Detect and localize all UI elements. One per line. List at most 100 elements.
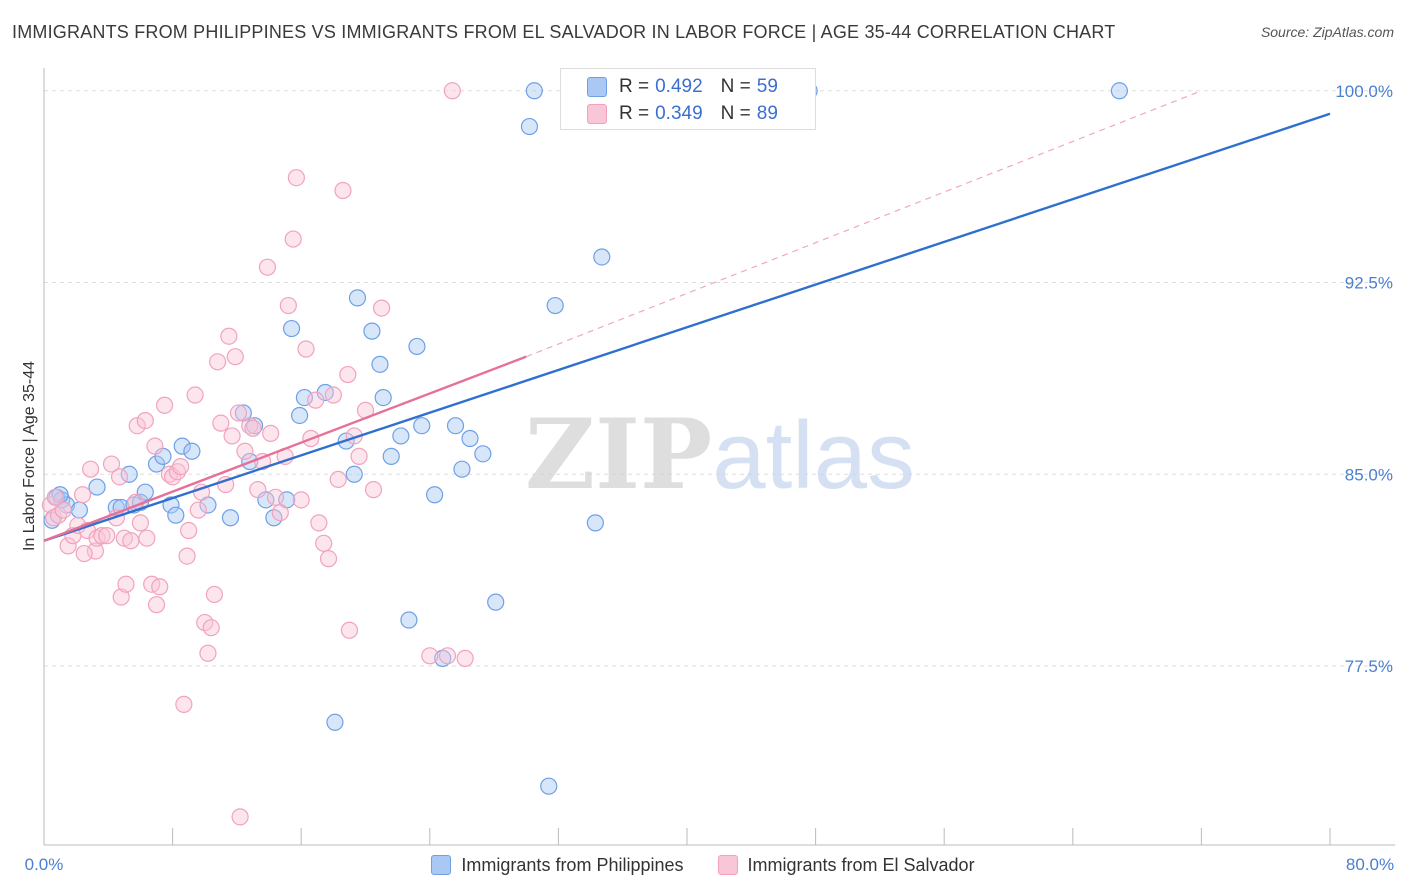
el-salvador-point xyxy=(443,82,461,100)
legend-item-el-salvador[interactable]: Immigrants from El Salvador xyxy=(717,855,975,876)
philippines-point xyxy=(282,319,301,338)
n-value: 89 xyxy=(756,103,778,124)
el-salvador-point xyxy=(180,521,198,540)
philippines-point xyxy=(348,289,367,307)
el-salvador-point xyxy=(131,514,150,532)
el-salvador-point xyxy=(292,491,310,509)
legend-item-philippines[interactable]: Immigrants from Philippines xyxy=(431,854,684,876)
n-value: 59 xyxy=(756,76,778,97)
philippines-point xyxy=(382,447,400,465)
watermark: ZIPatlas xyxy=(525,398,915,511)
el-salvador-point xyxy=(205,585,223,604)
chart-title: IMMIGRANTS FROM PHILIPPINES VS IMMIGRANT… xyxy=(12,22,1116,42)
el-salvador-point xyxy=(46,488,64,506)
philippines-point xyxy=(326,713,344,731)
el-salvador-point xyxy=(202,619,220,637)
x-tick-label-min: 0.0% xyxy=(25,855,64,874)
el-salvador-point xyxy=(98,527,116,545)
el-salvador-point xyxy=(271,504,289,522)
philippines-point xyxy=(426,486,444,504)
el-salvador-point xyxy=(110,468,129,486)
el-salvador-point xyxy=(75,544,93,563)
y-tick-label: 100.0% xyxy=(1335,82,1393,101)
el-salvador-point xyxy=(122,532,140,550)
swatch-philippines xyxy=(587,77,607,97)
el-salvador-point xyxy=(315,534,333,552)
philippines-point xyxy=(120,465,138,483)
el-salvador-point xyxy=(136,411,154,430)
el-salvador-point xyxy=(297,340,315,358)
el-salvador-point xyxy=(175,695,193,713)
el-salvador-point xyxy=(168,463,187,481)
el-salvador-point xyxy=(324,386,342,404)
el-salvador-point xyxy=(438,647,457,665)
philippines-point xyxy=(88,478,106,496)
r-value: 0.349 xyxy=(655,103,703,124)
el-salvador-point xyxy=(112,588,130,606)
el-salvador-point xyxy=(138,529,156,547)
el-salvador-point xyxy=(236,442,254,460)
philippines-point xyxy=(434,649,452,667)
philippines-point xyxy=(474,445,492,463)
y-tick-label: 92.5% xyxy=(1345,274,1393,293)
el-salvador-point xyxy=(209,353,227,371)
el-salvador-point xyxy=(146,437,164,455)
philippines-point xyxy=(400,611,418,629)
el-salvador-point xyxy=(350,447,368,465)
legend-swatch-el-salvador xyxy=(717,855,738,875)
el-salvador-point xyxy=(266,488,285,506)
watermark-zip: ZIP xyxy=(525,398,712,511)
el-salvador-point xyxy=(93,527,111,545)
el-salvador-point xyxy=(82,460,100,478)
y-tick-label: 77.5% xyxy=(1345,657,1393,676)
swatch-el-salvador xyxy=(587,104,607,124)
el-salvador-point xyxy=(258,258,277,276)
philippines-point xyxy=(363,322,381,340)
el-salvador-point xyxy=(287,169,305,187)
el-salvador-trend-line xyxy=(43,355,527,542)
el-salvador-point xyxy=(220,327,238,345)
x-tick-label-max: 80.0% xyxy=(1346,855,1394,874)
el-salvador-point xyxy=(223,427,241,445)
el-salvador-point xyxy=(244,419,262,437)
el-salvador-point xyxy=(339,365,357,384)
el-salvador-point xyxy=(73,486,92,504)
philippines-point xyxy=(413,417,431,435)
el-salvador-point xyxy=(279,296,297,315)
philippines-point xyxy=(1110,82,1129,100)
el-salvador-point xyxy=(262,424,280,442)
el-salvador-point xyxy=(284,230,302,248)
el-salvador-trend-extension xyxy=(526,90,1202,358)
el-salvador-point xyxy=(372,299,391,317)
correlation-legend: R = 0.492 N = 59 R = 0.349 N = 89 xyxy=(560,68,816,130)
philippines-point xyxy=(371,355,389,373)
philippines-point xyxy=(461,429,479,448)
philippines-point xyxy=(70,501,88,519)
philippines-point xyxy=(540,777,558,795)
el-salvador-point xyxy=(310,514,328,532)
el-salvador-point xyxy=(231,808,249,826)
el-salvador-point xyxy=(86,542,105,560)
y-axis-label: In Labor Force | Age 35-44 xyxy=(21,361,38,551)
philippines-point xyxy=(453,460,471,478)
el-salvador-point xyxy=(364,481,383,499)
source-label: Source: ZipAtlas.com xyxy=(1260,24,1394,40)
el-salvador-point xyxy=(421,647,439,665)
philippines-point xyxy=(245,417,264,435)
legend-label-philippines: Immigrants from Philippines xyxy=(461,854,684,875)
philippines-point xyxy=(593,248,611,266)
philippines-point xyxy=(525,82,543,100)
r-value: 0.492 xyxy=(655,76,703,97)
el-salvador-point xyxy=(186,386,204,404)
legend-row-el-salvador: R = 0.349 N = 89 xyxy=(561,100,778,128)
el-salvador-point xyxy=(319,550,338,568)
el-salvador-point xyxy=(241,417,259,435)
el-salvador-point xyxy=(88,529,106,547)
philippines-point xyxy=(408,337,426,356)
el-salvador-point xyxy=(329,470,347,488)
el-salvador-point xyxy=(151,578,169,596)
philippines-point xyxy=(487,593,505,611)
x-axis-ticks xyxy=(43,828,1331,845)
el-salvador-point xyxy=(49,506,68,524)
